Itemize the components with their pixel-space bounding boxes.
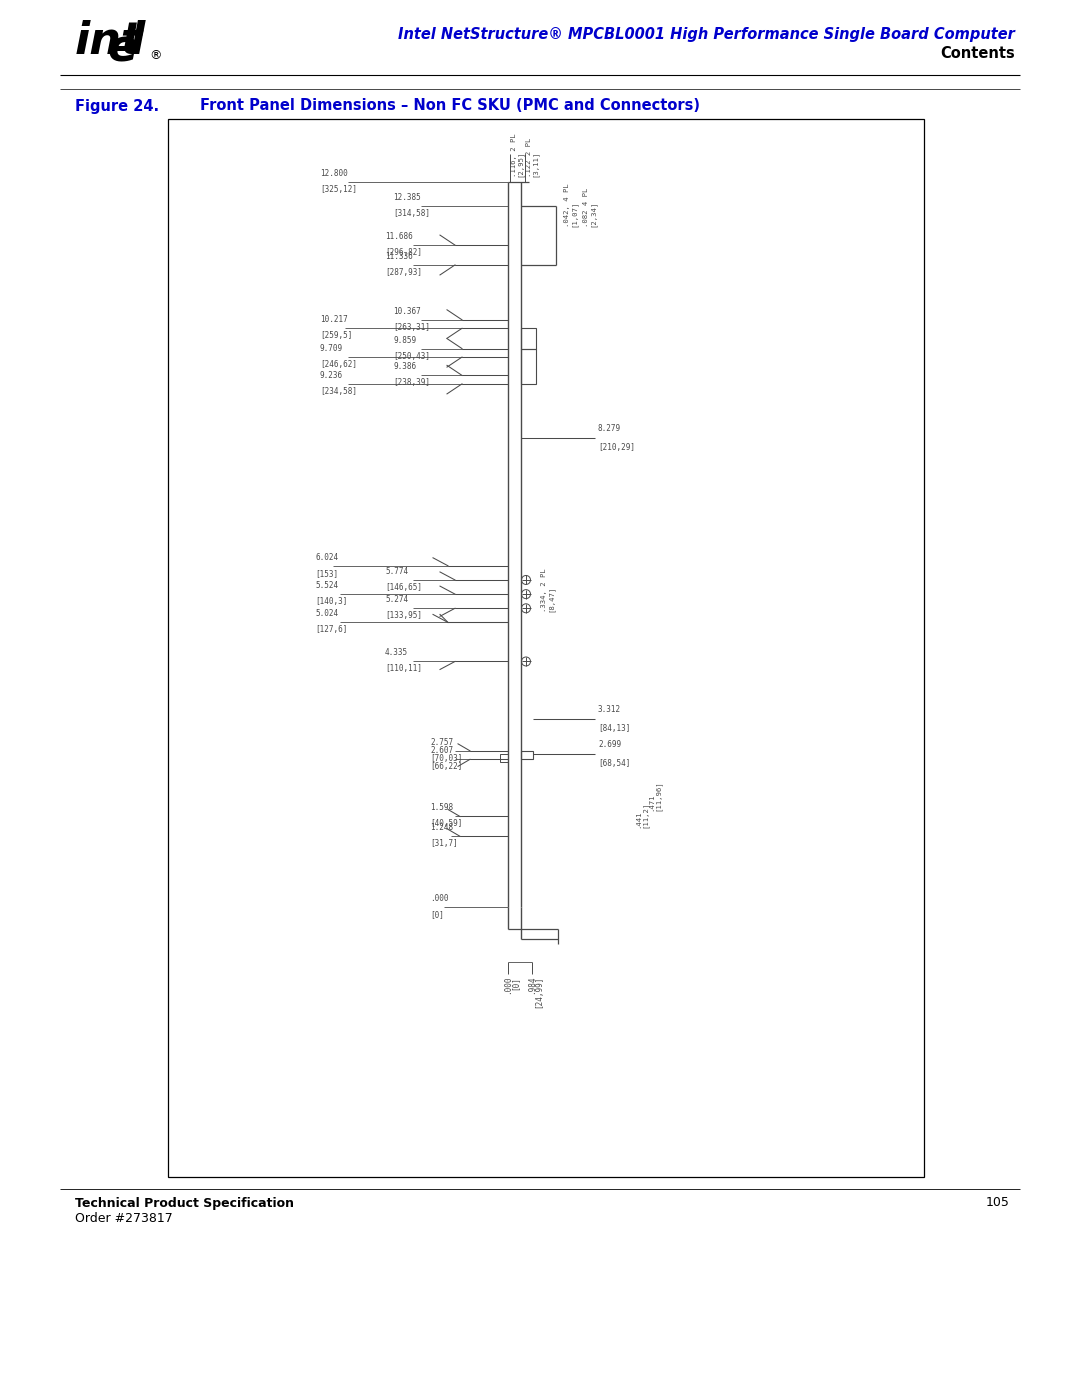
Text: 9.236: 9.236 bbox=[320, 370, 343, 380]
Text: [314,58]: [314,58] bbox=[393, 208, 430, 218]
Text: 1.248: 1.248 bbox=[430, 823, 454, 833]
Text: .082 4 PL: .082 4 PL bbox=[583, 189, 589, 228]
Text: [2,34]: [2,34] bbox=[590, 201, 597, 228]
Text: .000: .000 bbox=[503, 977, 513, 995]
Text: [234,58]: [234,58] bbox=[320, 387, 357, 395]
Text: 105: 105 bbox=[986, 1196, 1010, 1210]
Text: [0]: [0] bbox=[511, 977, 519, 990]
Text: [2,95]: [2,95] bbox=[517, 151, 524, 177]
Text: [70,03]: [70,03] bbox=[430, 754, 462, 763]
Text: 10.217: 10.217 bbox=[320, 316, 348, 324]
Text: [238,39]: [238,39] bbox=[393, 379, 430, 387]
Text: [140,3]: [140,3] bbox=[315, 597, 348, 606]
Text: [153]: [153] bbox=[315, 569, 338, 578]
Text: [127,6]: [127,6] bbox=[315, 626, 348, 634]
Text: Front Panel Dimensions – Non FC SKU (PMC and Connectors): Front Panel Dimensions – Non FC SKU (PMC… bbox=[200, 99, 700, 113]
Text: e: e bbox=[107, 28, 137, 70]
Text: .334, 2 PL: .334, 2 PL bbox=[541, 569, 546, 612]
Text: .116, 2 PL: .116, 2 PL bbox=[511, 133, 517, 177]
Text: Intel NetStructure® MPCBL0001 High Performance Single Board Computer: Intel NetStructure® MPCBL0001 High Perfo… bbox=[399, 28, 1015, 42]
Text: [31,7]: [31,7] bbox=[430, 840, 458, 848]
Text: 9.859: 9.859 bbox=[393, 335, 416, 345]
Text: .471: .471 bbox=[648, 793, 654, 812]
Text: [8,47]: [8,47] bbox=[548, 587, 555, 612]
Text: [0]: [0] bbox=[430, 909, 444, 919]
Text: 5.524: 5.524 bbox=[315, 581, 338, 590]
Text: int: int bbox=[75, 21, 144, 63]
Text: 1.598: 1.598 bbox=[430, 803, 454, 813]
Text: [259,5]: [259,5] bbox=[320, 331, 352, 341]
Text: [84,13]: [84,13] bbox=[598, 725, 631, 733]
Text: [263,31]: [263,31] bbox=[393, 323, 430, 332]
Text: [3,11]: [3,11] bbox=[532, 151, 539, 177]
Text: 4.335: 4.335 bbox=[384, 648, 408, 658]
Bar bbox=[521, 328, 536, 349]
Text: Contents: Contents bbox=[941, 46, 1015, 61]
Text: [11,96]: [11,96] bbox=[654, 781, 662, 812]
Text: [1,07]: [1,07] bbox=[571, 201, 578, 228]
Text: 5.274: 5.274 bbox=[384, 595, 408, 605]
Text: Technical Product Specification: Technical Product Specification bbox=[75, 1196, 294, 1210]
Text: 6.024: 6.024 bbox=[315, 553, 338, 562]
Text: 9.386: 9.386 bbox=[393, 362, 416, 372]
Bar bbox=[500, 754, 508, 763]
Text: 2.607: 2.607 bbox=[430, 746, 454, 756]
Text: 5.774: 5.774 bbox=[384, 567, 408, 576]
Text: Figure 24.: Figure 24. bbox=[75, 99, 159, 113]
Text: 5.024: 5.024 bbox=[315, 609, 338, 619]
Text: 12.385: 12.385 bbox=[393, 193, 421, 201]
Text: [146,65]: [146,65] bbox=[384, 583, 422, 592]
Text: [40,59]: [40,59] bbox=[430, 820, 462, 828]
Text: [133,95]: [133,95] bbox=[384, 612, 422, 620]
Text: .122 2 PL: .122 2 PL bbox=[526, 138, 532, 177]
Text: l: l bbox=[130, 21, 145, 63]
Bar bbox=[168, 119, 924, 1178]
Text: ®: ® bbox=[149, 49, 162, 63]
Text: 12.800: 12.800 bbox=[320, 169, 348, 177]
Text: [210,29]: [210,29] bbox=[598, 443, 635, 453]
Text: 8.279: 8.279 bbox=[598, 425, 621, 433]
Text: [11,2]: [11,2] bbox=[642, 802, 649, 828]
Text: 11.336: 11.336 bbox=[384, 251, 413, 261]
Text: Order #273817: Order #273817 bbox=[75, 1213, 173, 1225]
Text: .000: .000 bbox=[430, 894, 448, 902]
Text: .441: .441 bbox=[635, 810, 642, 828]
Text: [287,93]: [287,93] bbox=[384, 268, 422, 277]
Text: [110,11]: [110,11] bbox=[384, 665, 422, 673]
Text: [68,54]: [68,54] bbox=[598, 759, 631, 768]
Text: 9.709: 9.709 bbox=[320, 344, 343, 353]
Text: [246,62]: [246,62] bbox=[320, 360, 357, 369]
Text: [250,43]: [250,43] bbox=[393, 352, 430, 360]
Text: [296,82]: [296,82] bbox=[384, 249, 422, 257]
Text: 3.312: 3.312 bbox=[598, 705, 621, 714]
Text: [24,99]: [24,99] bbox=[535, 977, 543, 1009]
Bar bbox=[521, 349, 536, 384]
Text: 11.686: 11.686 bbox=[384, 232, 413, 242]
Text: 2.757: 2.757 bbox=[430, 738, 454, 747]
Text: [325,12]: [325,12] bbox=[320, 184, 357, 194]
Text: 2.699: 2.699 bbox=[598, 740, 621, 749]
Text: .984: .984 bbox=[527, 977, 537, 995]
Text: .042, 4 PL: .042, 4 PL bbox=[564, 183, 570, 228]
Bar bbox=[521, 750, 534, 760]
Text: [66,22]: [66,22] bbox=[430, 763, 462, 771]
Text: 10.367: 10.367 bbox=[393, 307, 421, 316]
